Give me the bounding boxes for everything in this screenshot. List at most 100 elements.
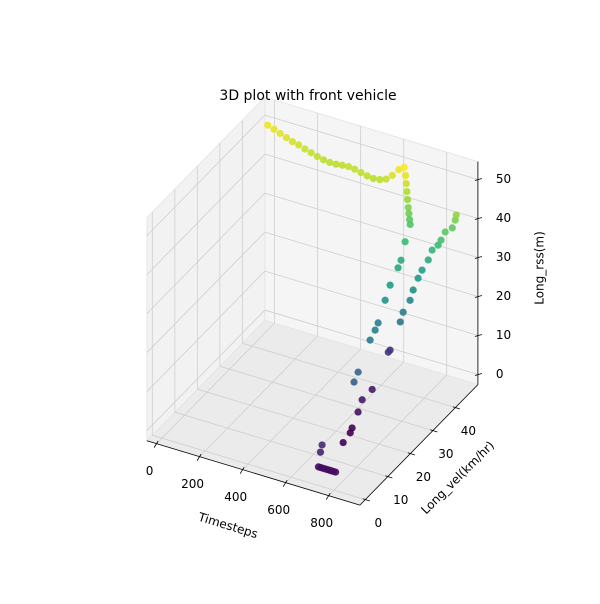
- data-point: [351, 165, 359, 173]
- grid-line: [242, 342, 456, 408]
- grid-line: [146, 192, 266, 314]
- data-point: [354, 408, 362, 416]
- x-tick-label: 0: [146, 464, 154, 478]
- grid-line: [285, 361, 404, 483]
- x-tick-label: 400: [224, 490, 247, 504]
- data-point: [363, 172, 371, 180]
- data-point: [358, 396, 366, 404]
- x-axis-line: [146, 440, 361, 506]
- tick-mark: [325, 492, 331, 500]
- grid-line: [242, 348, 361, 470]
- data-point: [344, 163, 353, 171]
- data-point: [381, 296, 389, 304]
- data-point: [400, 163, 408, 171]
- data-point: [399, 308, 407, 316]
- grid-line: [146, 231, 266, 353]
- data-point: [395, 165, 403, 174]
- tick-mark: [282, 479, 288, 487]
- points: [264, 121, 460, 476]
- data-point: [366, 336, 374, 344]
- data-point: [369, 174, 377, 183]
- tick-mark: [452, 406, 461, 410]
- z-axis-label: Long_rss(m): [533, 231, 547, 305]
- data-point: [374, 319, 382, 327]
- grid-line: [152, 434, 366, 500]
- grid-line: [264, 153, 479, 219]
- panes: [145, 95, 479, 506]
- data-point: [368, 385, 376, 394]
- tick-mark: [239, 466, 245, 474]
- data-point: [276, 129, 284, 138]
- z-tick-label: 40: [496, 211, 511, 225]
- tick-mark: [362, 498, 370, 502]
- data-point: [346, 429, 354, 437]
- chart-title: 3D plot with front vehicle: [219, 88, 396, 104]
- y-tick-label: 30: [438, 447, 453, 461]
- data-point: [402, 171, 410, 180]
- data-point: [301, 145, 309, 153]
- data-point: [388, 171, 396, 180]
- data-point: [307, 149, 315, 157]
- data-point: [332, 468, 340, 476]
- grid-line: [264, 270, 479, 336]
- data-point: [382, 175, 390, 183]
- data-point: [405, 209, 413, 218]
- data-point: [448, 224, 456, 232]
- data-point: [313, 152, 321, 161]
- z-tick-label: 30: [496, 250, 511, 264]
- data-point: [403, 195, 412, 204]
- data-point: [357, 168, 365, 177]
- tick-mark: [407, 452, 415, 456]
- grid-line: [174, 411, 388, 477]
- data-point: [418, 266, 426, 274]
- data-point: [403, 187, 411, 196]
- y-tick-label: 10: [393, 493, 408, 507]
- y-tick-label: 20: [416, 470, 431, 484]
- data-point: [397, 256, 405, 264]
- data-point: [406, 296, 414, 304]
- data-point: [332, 160, 340, 168]
- data-point: [270, 125, 278, 133]
- tick-mark: [474, 295, 483, 298]
- y-axis-line: [359, 384, 479, 506]
- grid-line: [264, 231, 479, 297]
- data-point: [288, 137, 297, 146]
- data-point: [338, 161, 346, 169]
- data-point: [394, 264, 402, 272]
- tick-mark: [430, 429, 438, 433]
- data-point: [282, 133, 291, 142]
- data-point: [428, 246, 436, 254]
- tick-mark: [474, 334, 483, 337]
- data-point: [326, 158, 334, 167]
- data-point: [386, 281, 394, 289]
- data-point: [339, 438, 347, 447]
- z-tick-label: 0: [496, 367, 504, 381]
- data-point: [402, 179, 410, 188]
- data-point: [414, 274, 422, 282]
- data-point: [406, 220, 414, 229]
- x-axis-label: Timesteps: [196, 510, 260, 542]
- data-point: [424, 256, 432, 264]
- data-point: [396, 318, 404, 326]
- grid-line: [146, 153, 266, 275]
- grid-line: [199, 335, 318, 457]
- data-point: [264, 121, 272, 129]
- data-point: [316, 448, 325, 456]
- x-tick-label: 200: [181, 477, 204, 491]
- tick-mark: [474, 217, 483, 220]
- grid-line: [328, 374, 447, 496]
- grid-line: [146, 309, 266, 431]
- tick-mark: [196, 453, 202, 461]
- grid-line: [146, 270, 266, 392]
- data-point: [437, 236, 445, 244]
- grid-line: [197, 388, 411, 454]
- data-point: [318, 441, 326, 449]
- data-point: [295, 141, 303, 149]
- grid-line: [146, 114, 266, 236]
- data-point: [354, 368, 362, 376]
- tick-mark: [153, 440, 159, 448]
- data-point: [319, 156, 328, 164]
